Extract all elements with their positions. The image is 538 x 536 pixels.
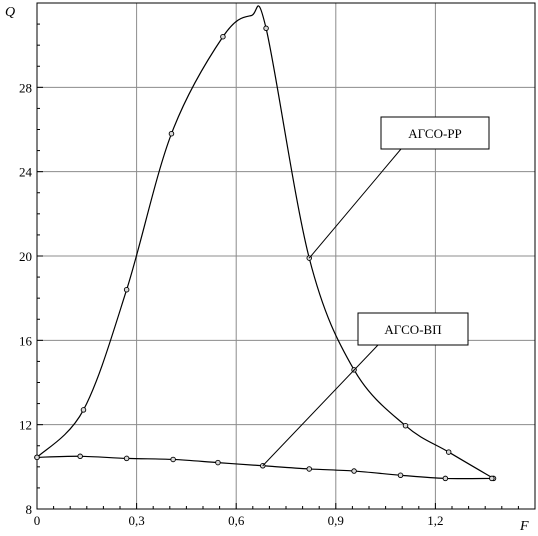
- data-point: [445, 449, 452, 455]
- callout-box: [357, 312, 469, 346]
- data-point: [168, 130, 175, 137]
- y-tick-label: 24: [19, 165, 33, 180]
- data-point: [306, 466, 312, 472]
- tick-labels: 0 0,3 0,6 0,9 1,2 8 12 16 20 24 28: [19, 80, 444, 528]
- x-tick-label: 1,2: [427, 513, 443, 528]
- y-tick-label: 8: [26, 502, 33, 517]
- data-point: [80, 407, 87, 413]
- data-point: [215, 459, 221, 466]
- x-tick-label: 0,9: [328, 513, 344, 528]
- callouts: АГСО-РР АГСО-ВП: [262, 116, 490, 467]
- data-point: [442, 475, 449, 482]
- x-tick-label: 0,3: [128, 513, 144, 528]
- series-layer: [36, 5, 494, 480]
- x-tick-label: 0,6: [228, 513, 245, 528]
- callout-label: АГСО-ВП: [384, 322, 441, 337]
- y-tick-label: 16: [19, 333, 33, 348]
- y-tick-label: 28: [19, 80, 32, 95]
- data-point: [77, 453, 83, 460]
- callout-label: АГСО-РР: [408, 126, 462, 141]
- callout-leader: [308, 148, 402, 259]
- y-tick-label: 20: [19, 249, 32, 264]
- data-point: [34, 454, 40, 461]
- marker-layer: [34, 25, 497, 482]
- x-tick-label: 0: [34, 513, 41, 528]
- data-point: [170, 456, 176, 463]
- data-point: [402, 422, 409, 429]
- data-point: [220, 33, 226, 40]
- data-point: [351, 468, 357, 474]
- series-line-1: [36, 5, 494, 479]
- data-point: [123, 455, 130, 462]
- callout-leader: [262, 344, 379, 467]
- data-point: [123, 286, 130, 293]
- grid-lines: [37, 3, 535, 509]
- x-axis-title: F: [519, 519, 529, 534]
- data-point: [489, 475, 495, 482]
- y-axis-title: Q: [5, 5, 15, 20]
- data-point: [397, 472, 404, 479]
- plot-frame: [36, 2, 536, 510]
- data-point: [263, 25, 269, 32]
- y-tick-label: 12: [19, 418, 32, 433]
- callout-box: [380, 116, 490, 150]
